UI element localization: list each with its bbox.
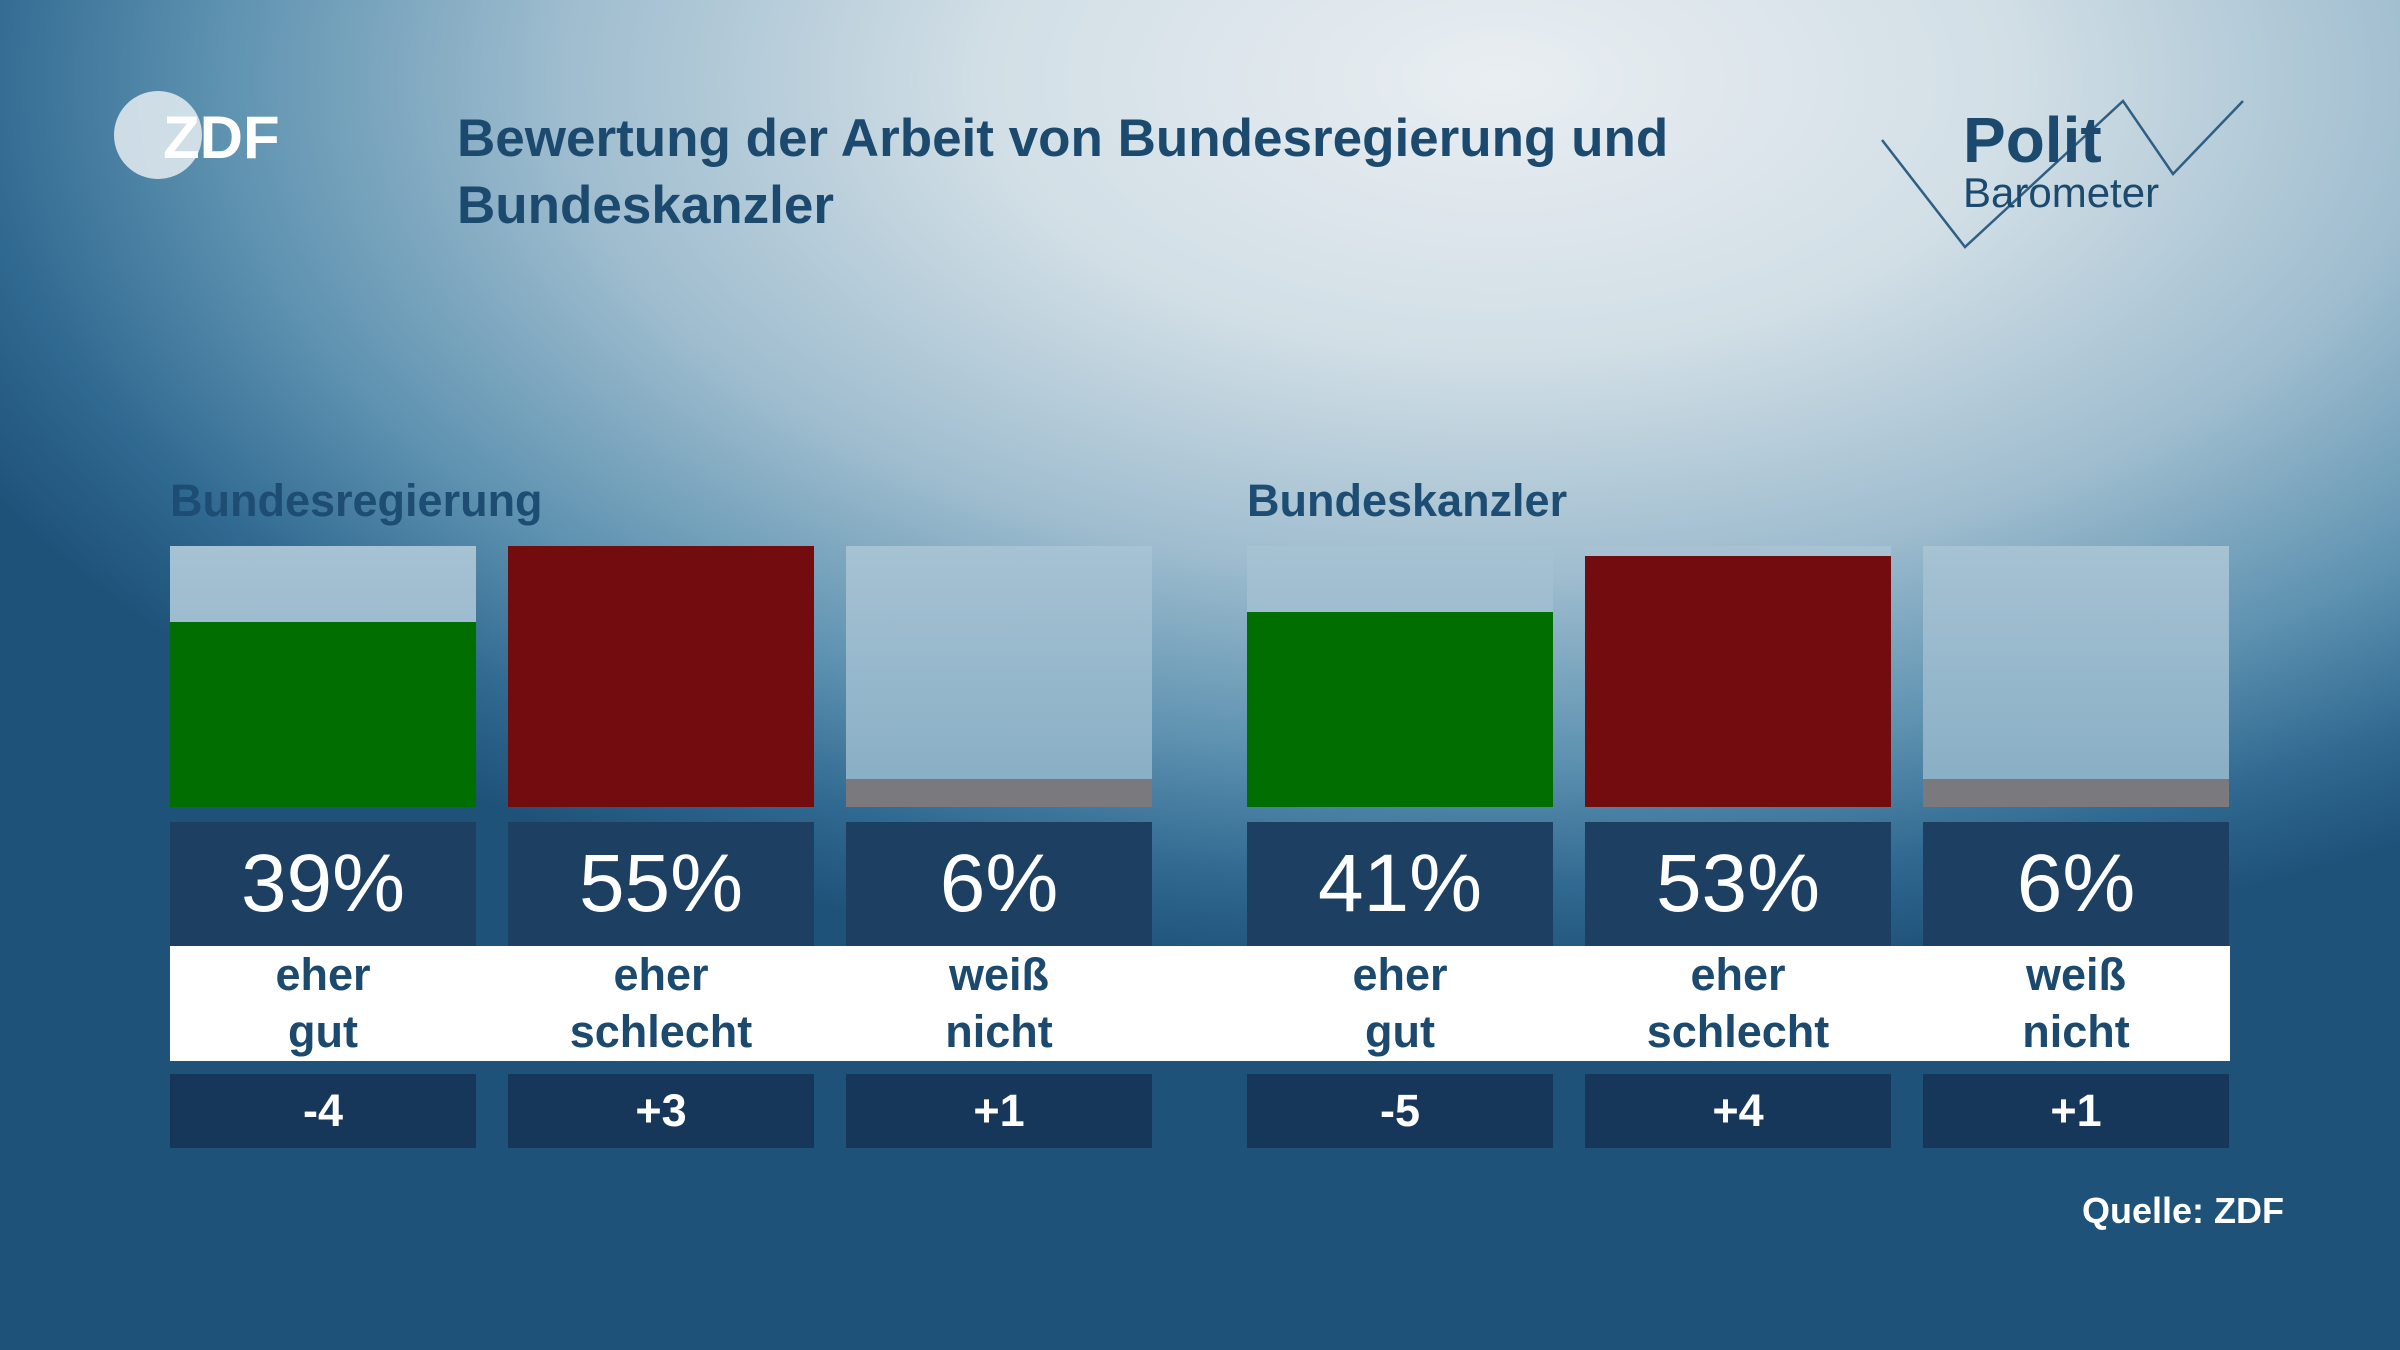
bar: [1585, 555, 1891, 807]
category-label-line: schlecht: [569, 1006, 753, 1057]
category-label-line: schlecht: [1646, 1006, 1830, 1057]
barometer-text: Barometer: [1963, 169, 2159, 216]
bar-track: [170, 546, 476, 807]
zdf-logo: ZDF: [114, 91, 280, 179]
value-label: 6%: [846, 822, 1152, 946]
change-label: -4: [170, 1074, 476, 1148]
change-label: +1: [1923, 1074, 2229, 1148]
change-label: -5: [1247, 1074, 1553, 1148]
bar: [508, 546, 814, 807]
change-label: +3: [508, 1074, 814, 1148]
category-label: eher gut: [1247, 946, 1553, 1061]
value-label: 6%: [1923, 822, 2229, 946]
change-label: +4: [1585, 1074, 1891, 1148]
category-label-line: nicht: [945, 1006, 1053, 1057]
value-label: 53%: [1585, 822, 1891, 946]
bar: [1247, 612, 1553, 807]
change-label: +1: [846, 1074, 1152, 1148]
value-label: 55%: [508, 822, 814, 946]
category-label: weiß nicht: [1923, 946, 2229, 1061]
section-title-bundeskanzler: Bundeskanzler: [1247, 475, 1568, 526]
category-label-band: [170, 946, 2230, 1061]
category-label-line: eher: [1352, 949, 1448, 1000]
bar-track: [846, 546, 1152, 807]
bar-track: [508, 546, 814, 807]
bar-track: [1247, 546, 1553, 807]
bar-track: [1585, 546, 1891, 807]
category-label-line: gut: [288, 1006, 358, 1057]
bar: [170, 621, 476, 807]
politbarometer-logo: Polit Barometer: [1881, 99, 2244, 249]
page-title: Bewertung der Arbeit von Bundesregierung…: [457, 109, 1669, 235]
value-label: 41%: [1247, 822, 1553, 946]
category-label: eher schlecht: [1585, 946, 1891, 1061]
category-label-line: gut: [1365, 1006, 1435, 1057]
category-label-line: nicht: [2022, 1006, 2130, 1057]
category-label-line: eher: [275, 949, 371, 1000]
category-label-line: eher: [613, 949, 709, 1000]
category-label: eher schlecht: [508, 946, 814, 1061]
category-label-line: weiß: [2025, 949, 2127, 1000]
section-title-bundesregierung: Bundesregierung: [170, 475, 543, 526]
bar-track: [1923, 546, 2229, 807]
category-label: weiß nicht: [846, 946, 1152, 1061]
svg-text:ZDF: ZDF: [163, 104, 280, 171]
source-note: Quelle: ZDF: [2082, 1190, 2285, 1231]
category-label-line: eher: [1690, 949, 1786, 1000]
bar: [846, 778, 1152, 807]
category-label-line: weiß: [948, 949, 1050, 1000]
polit-text: Polit: [1963, 104, 2102, 176]
category-label: eher gut: [170, 946, 476, 1061]
bar: [1923, 778, 2229, 807]
value-label: 39%: [170, 822, 476, 946]
